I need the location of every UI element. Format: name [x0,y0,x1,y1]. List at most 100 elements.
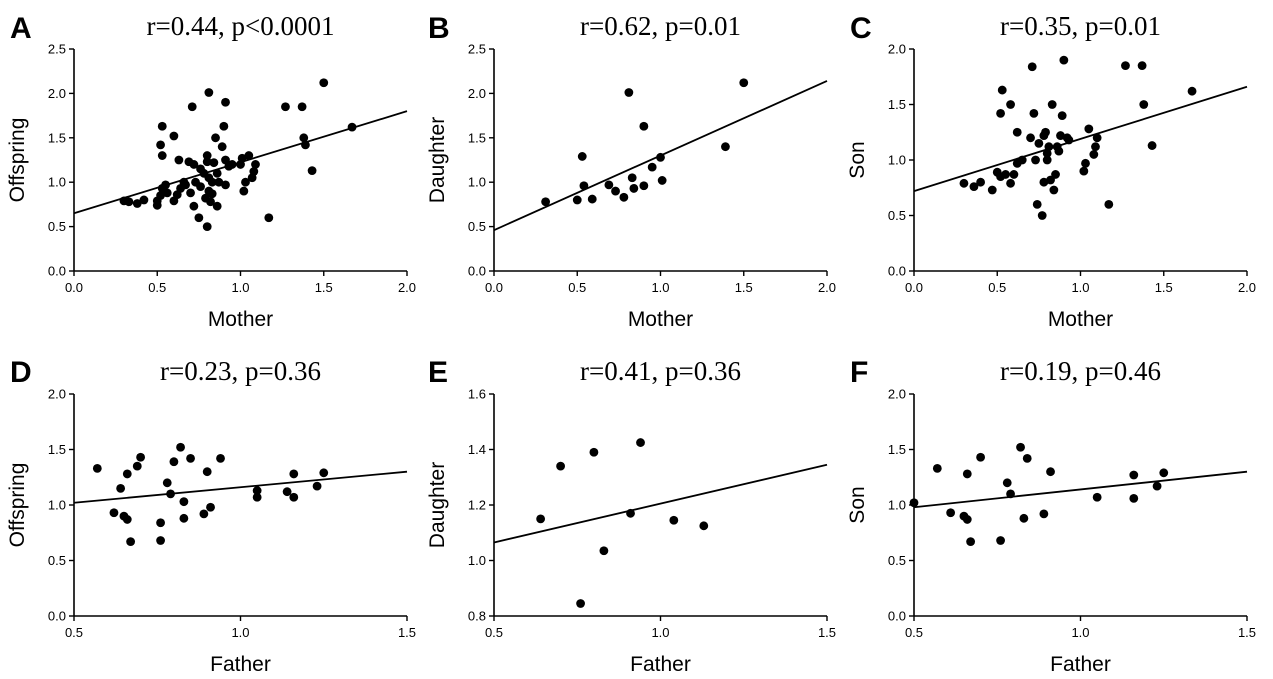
y-tick-label: 1.0 [48,498,66,513]
data-point [189,160,199,169]
data-point [179,513,189,523]
data-point [1147,141,1157,150]
data-point [1031,155,1040,165]
data-point [669,515,679,525]
data-point [202,151,212,160]
data-point [202,222,212,232]
data-point [611,186,620,196]
data-point [212,201,222,211]
data-point [122,469,132,479]
data-point [264,213,274,223]
data-point [189,201,199,211]
x-tick-label: 1.5 [818,625,836,640]
data-point [237,153,247,163]
data-point [1129,470,1139,480]
data-point [124,197,134,207]
data-point [1064,135,1074,145]
data-point [289,469,299,479]
data-point [1012,127,1022,137]
data-point [1001,170,1010,179]
data-point [132,461,142,471]
data-point [194,213,204,223]
x-tick-label: 1.5 [398,625,416,640]
x-tick-label: 0.5 [905,625,923,640]
y-tick-label: 1.0 [888,153,906,168]
data-point [1056,131,1065,140]
x-tick-label: 1.0 [1071,280,1089,295]
panel-title: r=0.23, p=0.36 [160,356,321,386]
data-point [1054,146,1064,156]
y-tick-label: 1.5 [48,130,66,145]
x-axis-label: Father [210,653,271,676]
y-tick-label: 0.0 [48,264,66,279]
x-axis-label: Mother [628,308,693,331]
data-point [204,88,214,97]
data-point [959,178,969,188]
panel-letter: B [428,12,450,45]
data-point [1092,492,1102,502]
x-axis-label: Mother [208,308,273,331]
data-point [636,438,645,447]
data-point [997,85,1007,95]
data-point [1046,467,1055,477]
data-point [252,492,262,502]
data-point [174,155,184,165]
data-point [946,508,956,518]
y-tick-label: 1.0 [48,175,66,190]
x-tick-label: 0.5 [148,280,166,295]
data-point [132,199,142,208]
data-point [239,186,249,196]
data-point [1129,493,1139,503]
panel-title: r=0.44, p<0.0001 [147,11,335,41]
x-tick-label: 0.5 [988,280,1006,295]
y-tick-label: 0.0 [888,609,906,624]
data-point [1044,142,1054,152]
panel-title: r=0.19, p=0.46 [1000,356,1161,386]
x-axis-label: Father [1050,653,1111,676]
panel-letter: A [10,12,32,45]
data-point [1022,453,1032,463]
data-point [1051,170,1060,179]
data-point [1104,200,1114,209]
x-tick-label: 1.0 [231,625,249,640]
y-tick-label: 1.0 [468,175,486,190]
data-point [212,168,222,178]
data-point [186,188,195,198]
y-axis-label: Son [846,141,869,178]
panel-title: r=0.41, p=0.36 [580,356,741,386]
data-point [162,188,172,198]
y-tick-label: 0.5 [48,219,66,234]
data-point [216,453,225,463]
x-tick-label: 0.0 [485,280,503,295]
data-point [1081,158,1090,168]
data-point [186,453,195,463]
data-point [1006,489,1015,499]
y-tick-label: 2.0 [888,387,906,402]
data-point [92,463,102,473]
data-point [1034,138,1044,148]
data-point [319,468,329,478]
data-point [576,599,585,608]
data-point [996,108,1005,118]
data-point [541,197,551,207]
data-point [1027,62,1037,72]
y-tick-label: 1.5 [468,130,486,145]
y-tick-label: 1.0 [888,498,906,513]
data-point [252,486,262,495]
x-tick-label: 1.0 [651,625,669,640]
y-tick-label: 1.5 [48,442,66,457]
y-tick-label: 0.5 [888,208,906,223]
x-tick-label: 2.0 [398,280,416,295]
data-point [156,536,165,545]
data-point [987,185,997,195]
data-point [639,181,649,191]
data-point [657,176,667,185]
data-point [1047,100,1057,109]
x-axis-label: Mother [1048,308,1113,331]
data-point [169,457,179,467]
